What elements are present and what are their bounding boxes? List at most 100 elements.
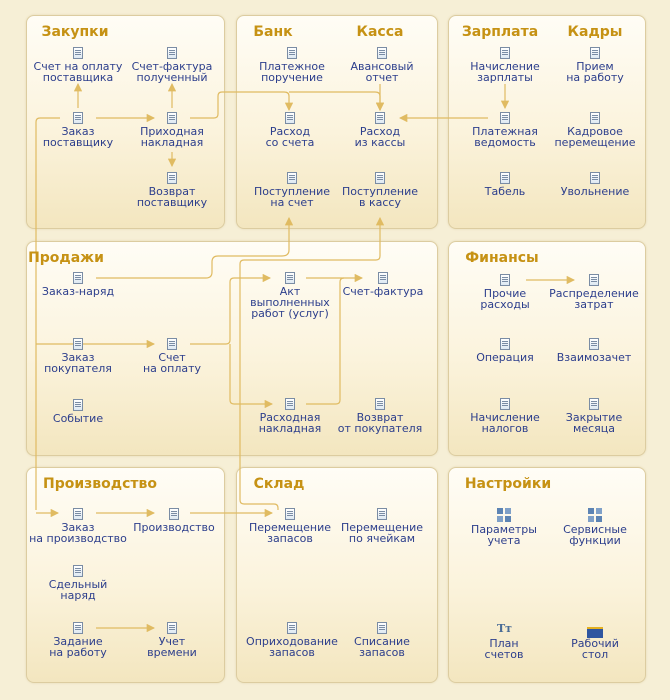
document-icon [500,274,510,286]
link-supplier-order[interactable]: Заказ поставщику [23,112,133,148]
document-icon [378,272,388,284]
link-mutual-offset[interactable]: Взаимозачет [539,338,649,363]
link-cash-receipt[interactable]: Поступление в кассу [325,172,435,208]
arrow-workorder-to-bank-receipt [96,216,294,279]
link-invoice-received[interactable]: Счет-фактура полученный [117,47,227,83]
arrow-to-cash-receipt [239,216,385,500]
document-icon [375,172,385,184]
document-icon [287,622,297,634]
link-customer-order[interactable]: Заказ покупателя [23,338,133,374]
document-icon [589,398,599,410]
link-bank-receipt[interactable]: Поступление на счет [237,172,347,208]
link-customer-return[interactable]: Возврат от покупателя [325,398,435,434]
document-icon [287,172,297,184]
document-icon [167,47,177,59]
desktop-icon [587,622,603,638]
link-outgoing-invoice[interactable]: Расходная накладная [235,398,345,434]
document-icon [169,508,179,520]
document-icon [73,47,83,59]
link-supplier-return[interactable]: Возврат поставщику [117,172,227,208]
panel-zarplata-kadry [448,15,646,229]
document-icon [590,47,600,59]
link-dismissal[interactable]: Увольнение [540,172,650,197]
panel-sklad [236,467,438,683]
link-service-functions[interactable]: Сервисные функции [540,508,650,546]
trunk-left [35,117,60,510]
link-production-order[interactable]: Заказ на производство [23,508,133,544]
panel-finansy [448,241,646,456]
panel-title-prodazhi: Продажи [28,250,104,266]
document-icon [589,338,599,350]
document-icon [73,565,83,577]
document-icon [285,272,295,284]
link-bank-expense[interactable]: Расход со счета [235,112,345,148]
document-icon [590,112,600,124]
link-invoice-issued[interactable]: Счет-фактура [328,272,438,297]
link-stock-receipt[interactable]: Оприходование запасов [237,622,347,658]
panel-title-finansy: Финансы [465,250,539,266]
panel-title-proizvodstvo: Производство [43,476,157,492]
document-icon [589,274,599,286]
settings-grid-icon [588,508,602,522]
arrow-incoming-to-bank-expense [190,91,294,119]
panel-zakupki [26,15,225,229]
link-time-tracking[interactable]: Учет времени [117,622,227,658]
link-month-close[interactable]: Закрытие месяца [539,398,649,434]
document-icon [73,272,83,284]
document-icon [73,399,83,411]
link-hiring[interactable]: Прием на работу [540,47,650,83]
panel-proizvodstvo [26,467,225,683]
link-act-of-services[interactable]: Акт выполненных работ (услуг) [235,272,345,319]
link-invoice-payment-supplier[interactable]: Счет на оплату поставщика [23,47,133,83]
document-icon [167,622,177,634]
panel-nastroyki [448,467,646,683]
link-cash-expense[interactable]: Расход из кассы [325,112,435,148]
arrow-incoming-to-cash-expense [289,91,385,112]
document-icon [285,508,295,520]
link-stock-transfer[interactable]: Перемещение запасов [235,508,345,544]
panel-title-zarplata: Зарплата [461,24,539,40]
settings-grid-icon [497,508,511,522]
document-icon [377,47,387,59]
document-icon [285,398,295,410]
document-icon [167,172,177,184]
link-accounting-params[interactable]: Параметры учета [449,508,559,546]
link-event[interactable]: Событие [23,399,133,424]
document-icon [500,398,510,410]
link-piecework-order[interactable]: Сдельный наряд [23,565,133,601]
link-advance-report[interactable]: Авансовый отчет [327,47,437,83]
link-desktop[interactable]: Рабочий стол [540,622,650,660]
link-cost-allocation[interactable]: Распределение затрат [539,274,649,310]
document-icon [73,338,83,350]
link-cell-transfer[interactable]: Перемещение по ячейкам [327,508,437,544]
link-operation[interactable]: Операция [450,338,560,363]
link-timesheet[interactable]: Табель [450,172,560,197]
document-icon [377,622,387,634]
link-job-assignment[interactable]: Задание на работу [23,622,133,658]
document-icon [167,112,177,124]
link-other-expenses[interactable]: Прочие расходы [450,274,560,310]
link-incoming-invoice[interactable]: Приходная накладная [117,112,227,148]
link-production[interactable]: Производство [119,508,229,533]
link-payroll[interactable]: Платежная ведомость [450,112,560,148]
link-personnel-transfer[interactable]: Кадровое перемещение [540,112,650,148]
link-payment-order[interactable]: Платежное поручение [237,47,347,83]
link-work-order[interactable]: Заказ-наряд [23,272,133,297]
link-stock-writeoff[interactable]: Списание запасов [327,622,437,658]
link-tax-accrual[interactable]: Начисление налогов [450,398,560,434]
document-icon [73,112,83,124]
link-salary-accrual[interactable]: Начисление зарплаты [450,47,560,83]
document-icon [500,338,510,350]
link-chart-of-accounts[interactable]: План счетов [449,622,559,660]
document-icon [590,172,600,184]
panel-title-zakupki: Закупки [41,24,109,40]
document-icon [285,112,295,124]
arrow-to-stock-transfer [239,499,279,510]
panel-title-sklad: Склад [253,476,305,492]
link-invoice-for-payment[interactable]: Счет на оплату [117,338,227,374]
document-icon [500,47,510,59]
arrow-invoice-to-outgoing [229,344,274,409]
document-icon [377,508,387,520]
panel-title-bank: Банк [253,24,293,40]
